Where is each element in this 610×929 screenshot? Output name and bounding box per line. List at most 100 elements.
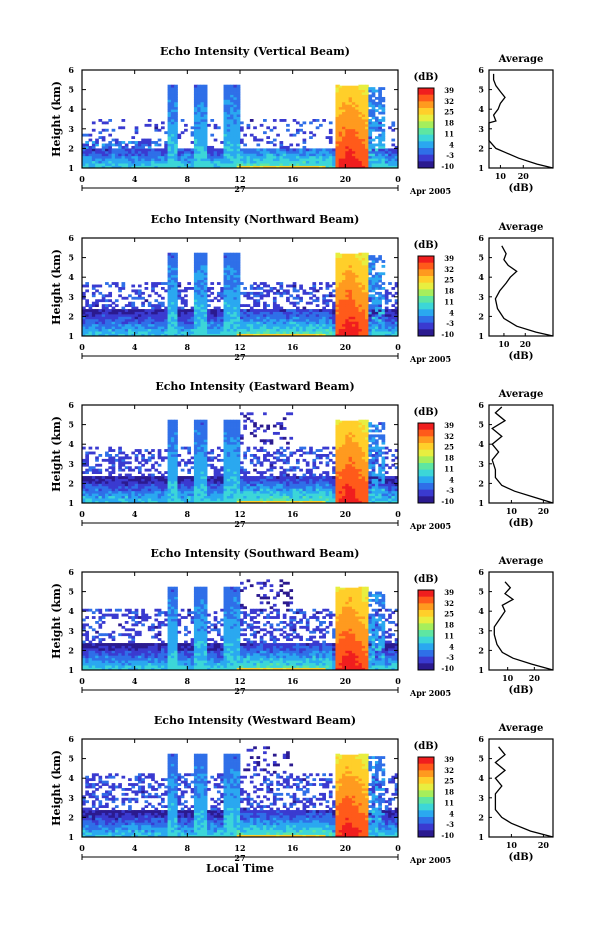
heatmap-cell xyxy=(147,143,152,147)
heatmap-cell xyxy=(246,333,251,337)
heatmap-cell xyxy=(197,260,201,263)
heatmap-cell xyxy=(197,145,201,149)
heatmap-cell xyxy=(378,94,382,98)
heatmap-cell xyxy=(197,488,201,492)
heatmap-cell xyxy=(174,488,178,492)
heatmap-cell xyxy=(365,267,369,271)
heatmap-cell xyxy=(305,331,310,334)
heatmap-cell xyxy=(259,163,264,166)
heatmap-cell xyxy=(230,84,234,88)
heatmap-cell xyxy=(193,429,198,433)
heatmap-cell xyxy=(190,155,195,159)
heatmap-cell xyxy=(203,145,208,149)
heatmap-cell xyxy=(82,493,86,497)
heatmap-cell xyxy=(101,488,106,492)
heatmap-cell xyxy=(170,488,175,492)
heatmap-cell xyxy=(131,158,136,162)
heatmap-cell xyxy=(378,165,382,169)
heatmap-cell xyxy=(161,163,165,166)
heatmap-cell xyxy=(236,119,241,122)
heatmap-cell xyxy=(193,427,198,430)
heatmap-cell xyxy=(170,480,175,484)
heatmap-cell xyxy=(381,282,386,285)
heatmap-cell xyxy=(167,87,172,90)
heatmap-cell xyxy=(177,500,182,504)
heatmap-cell xyxy=(157,304,162,307)
heatmap-cell xyxy=(121,495,126,499)
heatmap-cell xyxy=(256,333,261,337)
heatmap-cell xyxy=(253,488,257,492)
heatmap-cell xyxy=(253,126,257,130)
heatmap-cell xyxy=(85,155,89,159)
heatmap-cell xyxy=(193,301,198,305)
heatmap-cell xyxy=(210,490,215,494)
heatmap-cell xyxy=(101,136,106,139)
heatmap-cell xyxy=(246,318,251,322)
heatmap-cell xyxy=(141,321,145,325)
heatmap-cell xyxy=(190,158,195,162)
heatmap-cell xyxy=(266,148,271,152)
heatmap-cell xyxy=(167,458,172,462)
heatmap-cell xyxy=(292,119,297,122)
heatmap-cell xyxy=(236,131,241,135)
heatmap-cell xyxy=(213,500,218,504)
heatmap-cell xyxy=(141,323,145,327)
heatmap-cell xyxy=(371,163,376,166)
heatmap-cell xyxy=(203,485,208,489)
heatmap-cell xyxy=(230,456,234,460)
heatmap-cell xyxy=(358,155,363,159)
heatmap-cell xyxy=(233,493,238,497)
heatmap-cell xyxy=(128,500,132,504)
heatmap-cell xyxy=(282,323,287,327)
heatmap-cell xyxy=(295,311,300,315)
heatmap-cell xyxy=(361,318,366,322)
heatmap-cell xyxy=(114,155,119,159)
avg-y-tick-label: 1 xyxy=(478,163,484,173)
heatmap-cell xyxy=(315,299,320,303)
heatmap-cell xyxy=(121,306,126,310)
heatmap-cell xyxy=(121,478,126,482)
heatmap-cell xyxy=(272,291,277,295)
heatmap-cell xyxy=(338,260,343,263)
heatmap-cell xyxy=(276,289,280,293)
heatmap-cell xyxy=(282,309,287,312)
heatmap-cell xyxy=(216,495,221,499)
heatmap-cell xyxy=(154,311,159,315)
heatmap-cell xyxy=(85,158,89,162)
heatmap-cell xyxy=(240,141,244,144)
heatmap-cell xyxy=(151,483,155,487)
heatmap-cell xyxy=(371,279,376,283)
heatmap-cell xyxy=(154,155,159,159)
heatmap-cell xyxy=(220,141,224,144)
heatmap-cell xyxy=(236,89,241,93)
heatmap-cell xyxy=(223,493,228,497)
heatmap-cell xyxy=(351,264,356,268)
heatmap-cell xyxy=(203,119,208,122)
heatmap-cell xyxy=(243,333,247,337)
colorbar-swatch xyxy=(418,158,434,162)
heatmap-cell xyxy=(345,257,350,261)
heatmap-cell xyxy=(226,163,231,166)
heatmap-cell xyxy=(361,109,366,113)
heatmap-cell xyxy=(292,331,297,334)
heatmap-cell xyxy=(282,326,287,330)
heatmap-cell xyxy=(157,456,162,460)
heatmap-cell xyxy=(365,158,369,162)
heatmap-cell xyxy=(137,150,142,154)
heatmap-cell xyxy=(226,299,231,303)
heatmap-cell xyxy=(263,119,267,122)
heatmap-cell xyxy=(170,277,175,281)
heatmap-cell xyxy=(88,326,93,330)
heatmap-cell xyxy=(345,333,350,337)
heatmap-cell xyxy=(226,96,231,100)
heatmap-cell xyxy=(342,136,346,139)
heatmap-cell xyxy=(259,483,264,487)
heatmap-cell xyxy=(210,133,215,137)
x-tick-label: 0 xyxy=(395,342,401,352)
heatmap-cell xyxy=(394,145,399,149)
heatmap-cell xyxy=(85,458,89,462)
heatmap-cell xyxy=(98,153,103,157)
heatmap-cell xyxy=(164,282,168,285)
heatmap-cell xyxy=(134,323,139,327)
heatmap-cell xyxy=(187,483,192,487)
